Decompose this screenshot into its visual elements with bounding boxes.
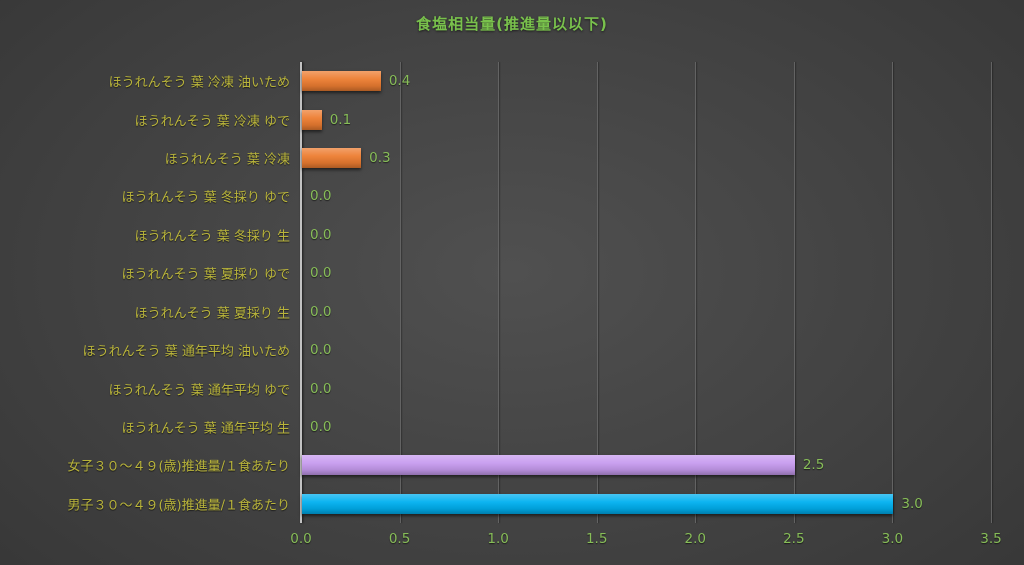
x-tick-label: 1.5 — [585, 531, 608, 547]
gridline — [991, 62, 992, 523]
value-label: 0.4 — [388, 73, 411, 90]
value-label: 0.0 — [310, 265, 332, 282]
category-label: ほうれんそう 葉 冬採り ゆで — [121, 190, 290, 206]
gridline — [399, 62, 401, 523]
chart-title: 食塩相当量(推進量以以下) — [416, 15, 608, 33]
value-label: 0.0 — [310, 418, 332, 435]
x-tick-label: 1.0 — [487, 531, 509, 547]
x-tick-label: 0.0 — [290, 531, 312, 547]
category-label: ほうれんそう 葉 通年平均 油いため — [82, 344, 290, 360]
category-label: 男子３０～４９(歳)推進量/１食あたり — [67, 498, 290, 514]
category-label: ほうれんそう 葉 通年平均 生 — [121, 421, 290, 437]
value-label: 0.1 — [329, 111, 352, 128]
category-label: ほうれんそう 葉 通年平均 ゆで — [108, 383, 290, 399]
category-label: ほうれんそう 葉 夏採り ゆで — [121, 267, 290, 283]
x-tick-label: 3.5 — [980, 531, 1002, 547]
gridline — [498, 62, 500, 523]
gridline — [793, 62, 795, 523]
value-label: 3.0 — [901, 495, 923, 512]
category-label: ほうれんそう 葉 冬採り 生 — [134, 229, 290, 245]
value-label: 0.0 — [310, 380, 332, 397]
bar — [302, 455, 795, 476]
y-axis-line — [300, 62, 302, 523]
x-tick-label: 0.5 — [388, 531, 411, 547]
bar — [302, 109, 322, 130]
bar — [302, 148, 362, 169]
value-label: 0.0 — [310, 303, 332, 320]
bar — [302, 71, 381, 92]
category-label: ほうれんそう 葉 夏採り 生 — [134, 306, 290, 322]
category-label: ほうれんそう 葉 冷凍 ゆで — [134, 114, 290, 130]
category-label: ほうれんそう 葉 冷凍 油いため — [108, 75, 290, 91]
value-label: 0.3 — [369, 150, 391, 167]
value-label: 2.5 — [802, 457, 825, 474]
category-label: 女子３０～４９(歳)推進量/１食あたり — [67, 459, 290, 475]
gridline — [695, 62, 697, 523]
gridline — [596, 62, 598, 523]
value-label: 0.0 — [310, 226, 332, 243]
x-tick-label: 2.5 — [783, 531, 805, 547]
value-label: 0.0 — [310, 188, 332, 205]
bar — [302, 493, 894, 514]
x-tick-label: 3.0 — [881, 531, 904, 547]
value-label: 0.0 — [310, 342, 332, 359]
gridline — [892, 62, 894, 523]
x-tick-label: 2.0 — [684, 531, 707, 547]
category-label: ほうれんそう 葉 冷凍 — [164, 152, 290, 168]
